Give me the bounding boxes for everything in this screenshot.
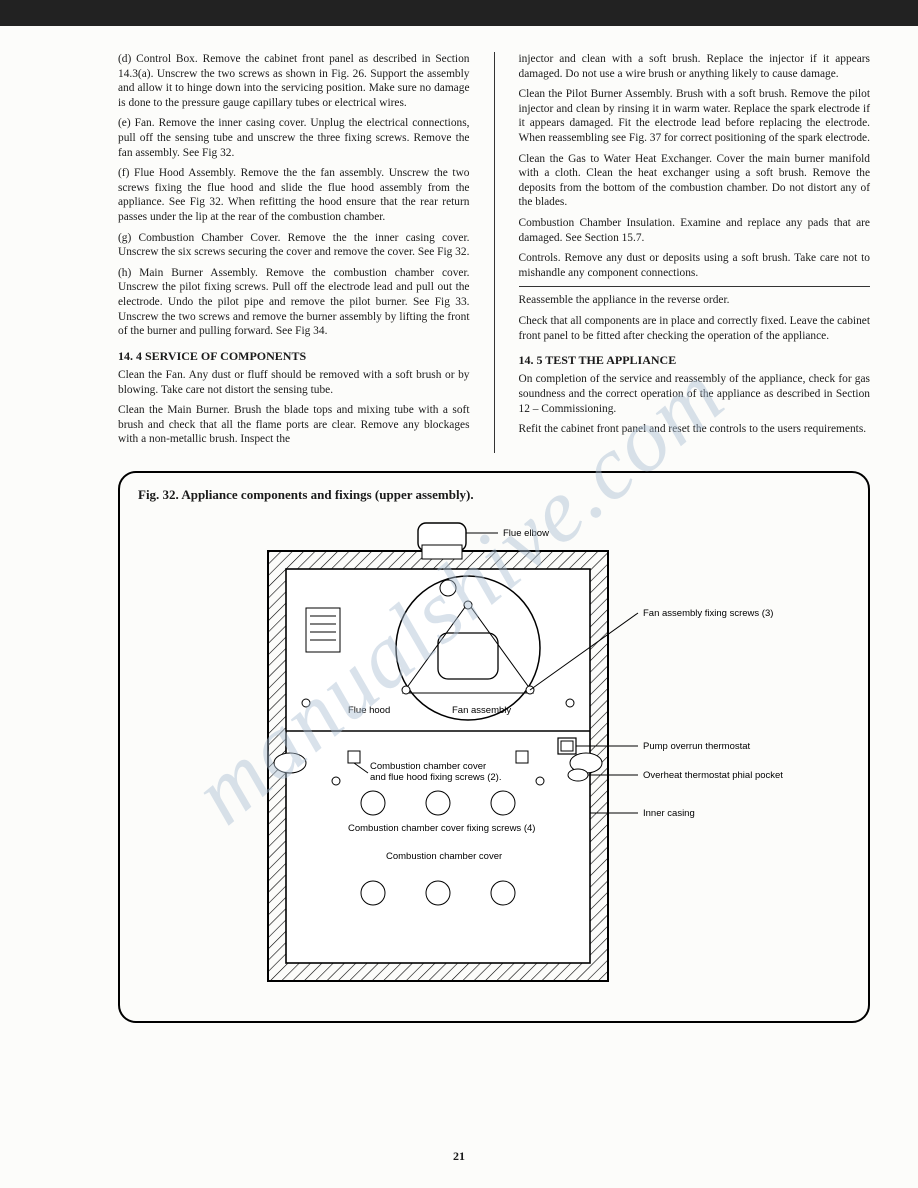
- para-pilot: Clean the Pilot Burner Assembly. Brush w…: [519, 87, 871, 145]
- lbl-flue-hood: Flue hood: [348, 705, 390, 716]
- para-injector: injector and clean with a soft brush. Re…: [519, 52, 871, 81]
- right-column: injector and clean with a soft brush. Re…: [519, 52, 871, 453]
- column-divider: [494, 52, 495, 453]
- para-comb-ins: Combustion Chamber Insulation. Examine a…: [519, 216, 871, 245]
- para-check: Check that all components are in place a…: [519, 314, 871, 343]
- para-e: (e) Fan. Remove the inner casing cover. …: [118, 116, 470, 160]
- para-test2: Refit the cabinet front panel and reset …: [519, 422, 871, 437]
- left-column: (d) Control Box. Remove the cabinet fron…: [118, 52, 470, 453]
- lbl-fan-fix: Fan assembly fixing screws (3): [643, 608, 773, 619]
- para-reassemble: Reassemble the appliance in the reverse …: [519, 293, 871, 308]
- para-test1: On completion of the service and reassem…: [519, 372, 871, 416]
- para-f: (f) Flue Hood Assembly. Remove the the f…: [118, 166, 470, 224]
- lbl-cc-fix: Combustion chamber cover fixing screws (…: [348, 823, 535, 834]
- page-number: 21: [453, 1149, 465, 1164]
- lbl-pump: Pump overrun thermostat: [643, 741, 751, 752]
- para-gas: Clean the Gas to Water Heat Exchanger. C…: [519, 152, 871, 210]
- lbl-overheat: Overheat thermostat phial pocket: [643, 770, 783, 781]
- lbl-inner: Inner casing: [643, 808, 695, 819]
- hr: [519, 286, 871, 287]
- para-clean-main: Clean the Main Burner. Brush the blade t…: [118, 403, 470, 447]
- para-h: (h) Main Burner Assembly. Remove the com…: [118, 266, 470, 339]
- figure-32: Fig. 32. Appliance components and fixing…: [118, 471, 870, 1023]
- lbl-cc-cover: Combustion chamber cover: [386, 851, 502, 862]
- text-columns: (d) Control Box. Remove the cabinet fron…: [118, 52, 870, 453]
- lbl-fan-asm: Fan assembly: [452, 705, 511, 716]
- para-clean-fan: Clean the Fan. Any dust or fluff should …: [118, 368, 470, 397]
- para-d: (d) Control Box. Remove the cabinet fron…: [118, 52, 470, 110]
- para-g: (g) Combustion Chamber Cover. Remove the…: [118, 231, 470, 260]
- lbl-cc-hood1: Combustion chamber cover: [370, 761, 486, 772]
- lbl-flue-elbow: Flue elbow: [503, 528, 549, 539]
- heading-14-4: 14. 4 SERVICE OF COMPONENTS: [118, 349, 470, 364]
- para-controls: Controls. Remove any dust or deposits us…: [519, 251, 871, 280]
- lbl-cc-hood2: and flue hood fixing screws (2).: [370, 772, 501, 783]
- scan-top-edge: [0, 0, 918, 26]
- page: manualshive.com (d) Control Box. Remove …: [0, 0, 918, 1188]
- figure-diagram: Flue elbow Fan assembly fixing screws (3…: [138, 513, 858, 1003]
- heading-14-5: 14. 5 TEST THE APPLIANCE: [519, 353, 871, 368]
- figure-title: Fig. 32. Appliance components and fixing…: [138, 487, 850, 503]
